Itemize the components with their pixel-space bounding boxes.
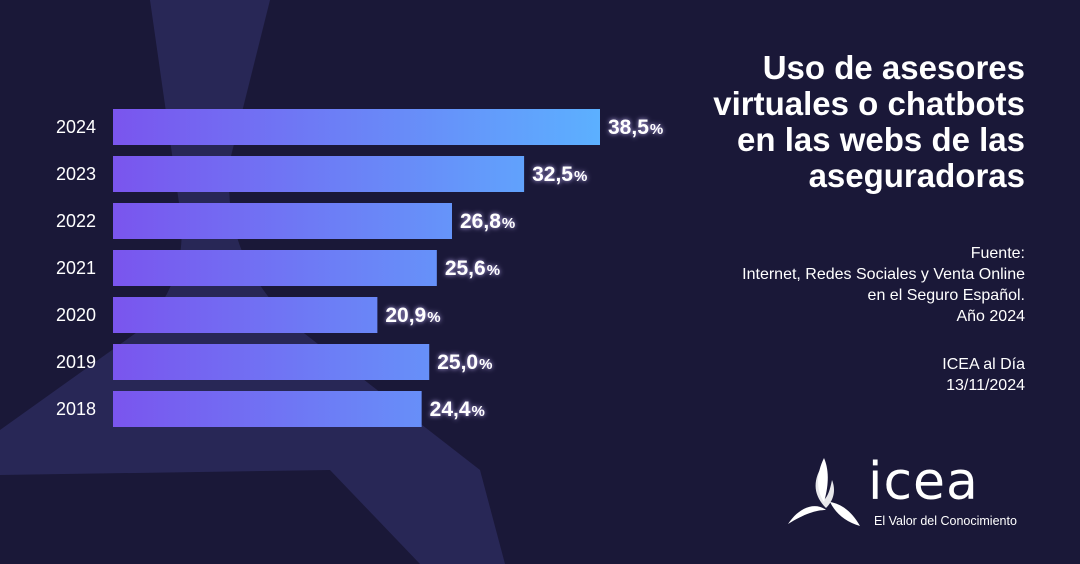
- value-label: 32,5%: [532, 163, 587, 186]
- publication-name: ICEA al Día: [942, 356, 1025, 373]
- value-label: 20,9%: [385, 304, 440, 327]
- bar-chart: 2024 38,5% 2023 32,5% 2022 26,8% 2021 25,6% 2020…: [56, 109, 663, 427]
- title-line: aseguradoras: [808, 157, 1025, 194]
- publication-date: 13/11/2024: [946, 377, 1025, 394]
- icea-logo-icon: [788, 458, 860, 526]
- publication-block: ICEA al Día 13/11/2024: [725, 354, 1025, 396]
- year-label: 2022: [56, 211, 96, 231]
- year-label: 2020: [56, 305, 96, 325]
- year-label: 2021: [56, 258, 96, 278]
- year-label: 2019: [56, 352, 96, 372]
- source-line: Año 2024: [956, 308, 1025, 325]
- bar: [113, 391, 422, 427]
- value-label: 26,8%: [460, 210, 515, 233]
- chart-title: Uso de asesores virtuales o chatbots en …: [645, 50, 1025, 194]
- value-label: 24,4%: [430, 398, 485, 421]
- bar: [113, 203, 453, 239]
- title-line: virtuales o chatbots: [713, 85, 1025, 122]
- bar: [113, 156, 525, 192]
- year-label: 2018: [56, 399, 96, 419]
- value-label: 25,0%: [437, 351, 492, 374]
- bar: [113, 297, 378, 333]
- source-line: en el Seguro Español.: [867, 287, 1025, 304]
- title-line: en las webs de las: [737, 121, 1025, 158]
- value-label: 25,6%: [445, 257, 500, 280]
- logo-tagline: El Valor del Conocimiento: [874, 514, 1017, 528]
- year-label: 2024: [56, 117, 96, 137]
- bar: [113, 109, 600, 145]
- source-block: Fuente: Internet, Redes Sociales y Venta…: [605, 243, 1025, 327]
- bar: [113, 250, 437, 286]
- title-line: Uso de asesores: [762, 49, 1025, 86]
- source-line: Internet, Redes Sociales y Venta Online: [742, 266, 1025, 283]
- year-label: 2023: [56, 164, 96, 184]
- source-label: Fuente:: [970, 245, 1025, 262]
- value-label: 38,5%: [608, 116, 663, 139]
- bar: [113, 344, 430, 380]
- icea-logo: icea El Valor del Conocimiento: [786, 452, 1036, 536]
- logo-wordmark: icea: [868, 452, 979, 512]
